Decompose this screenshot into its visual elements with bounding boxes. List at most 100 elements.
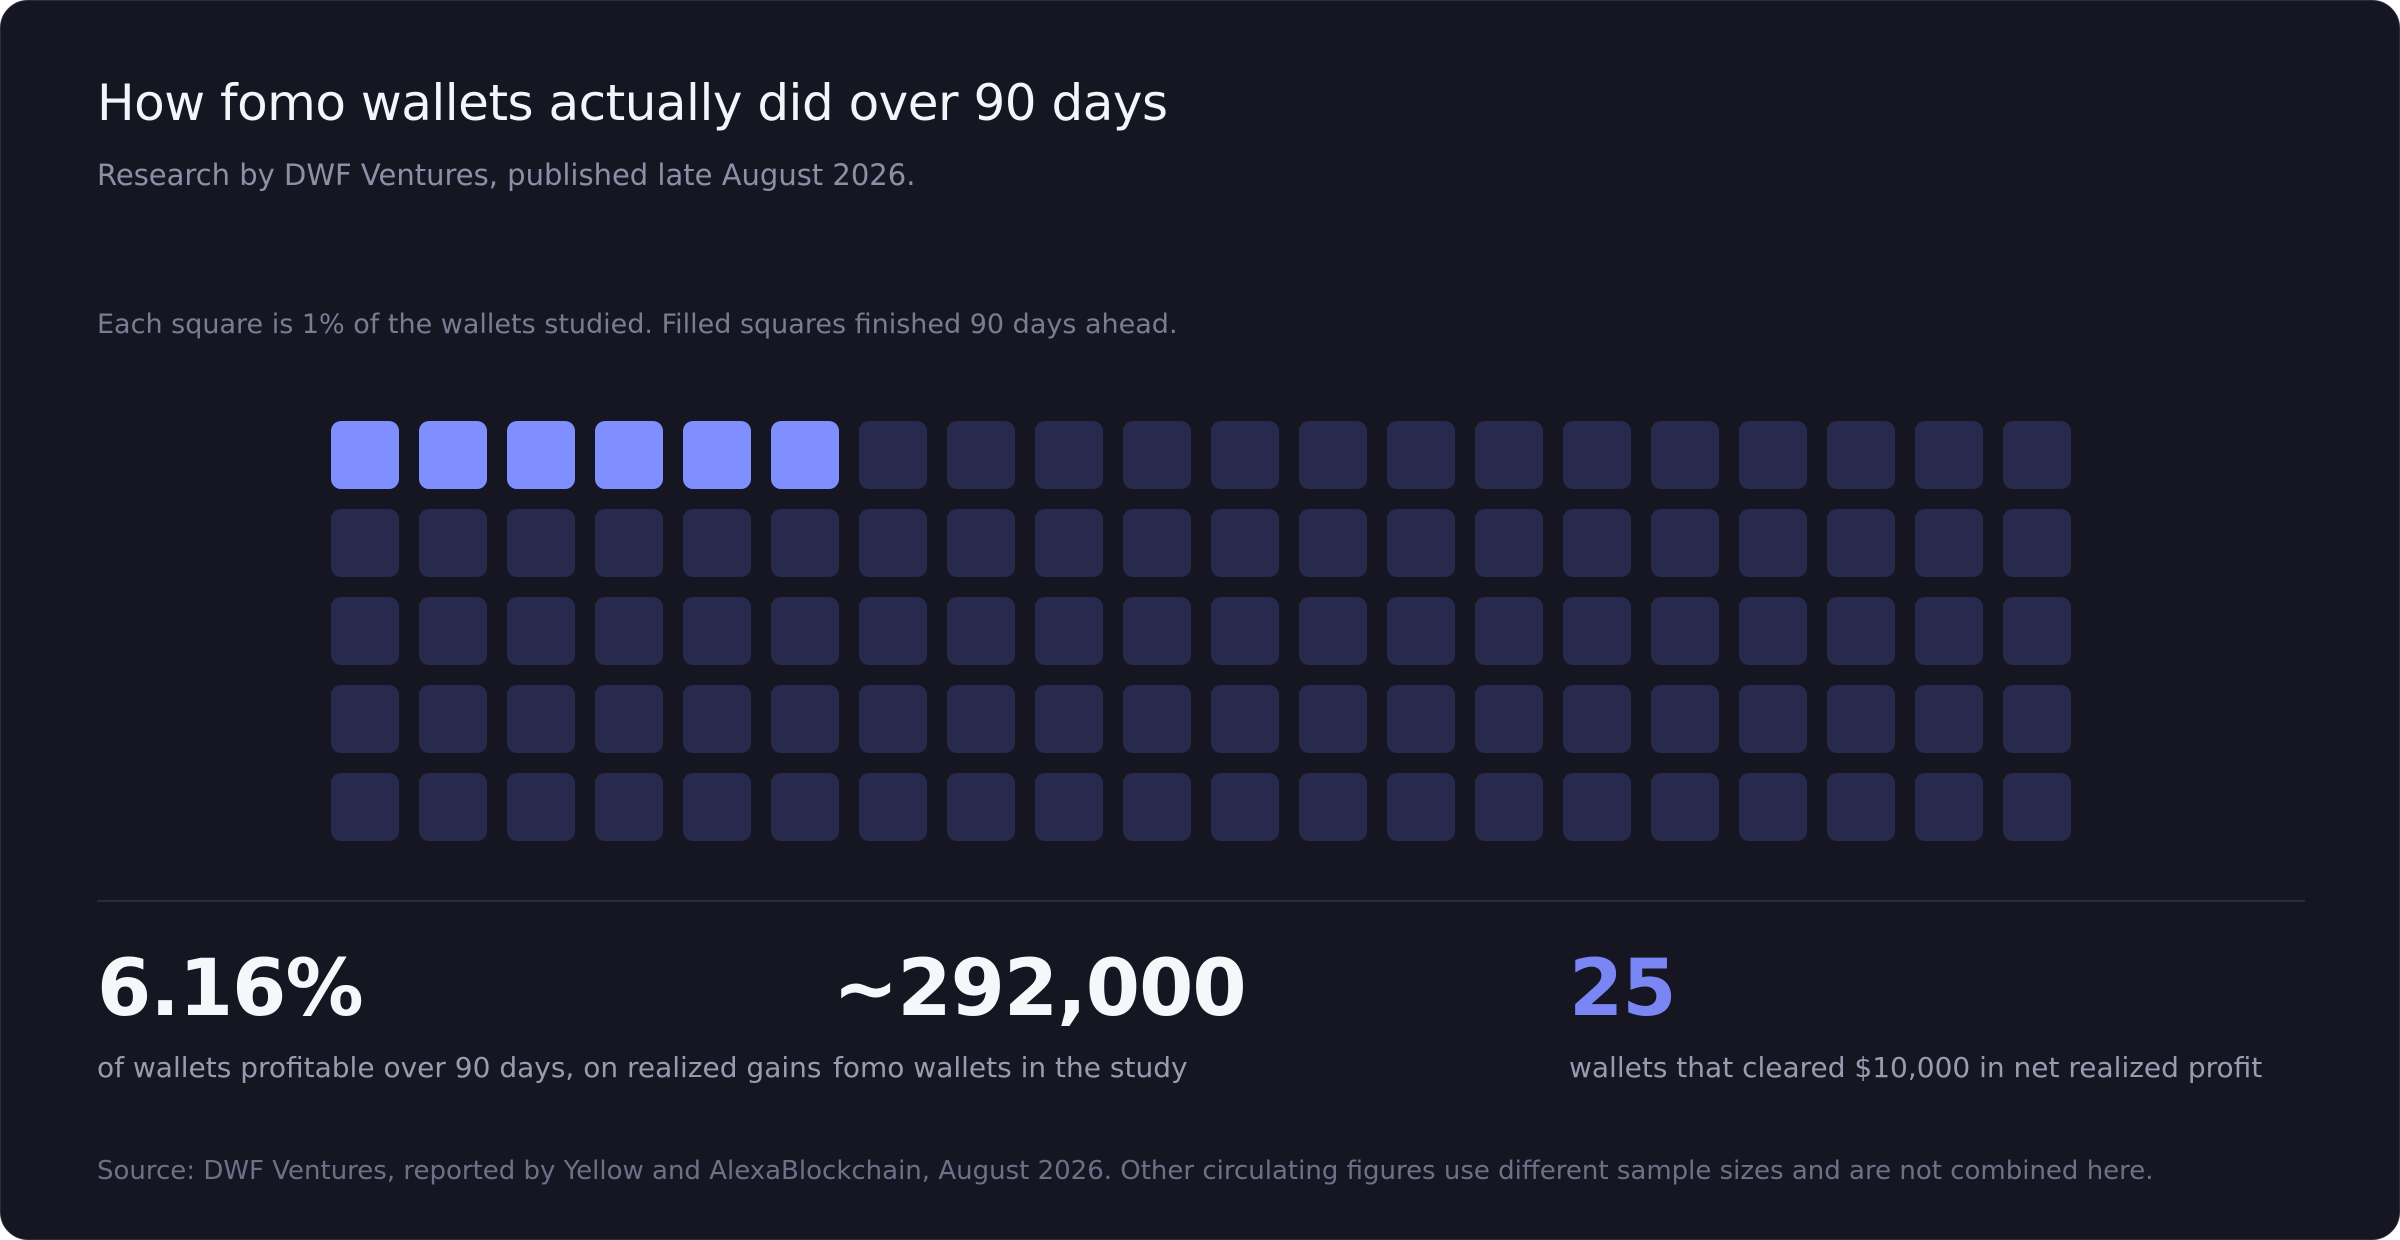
waffle-square-empty xyxy=(1915,421,1983,489)
waffle-square-empty xyxy=(1651,421,1719,489)
waffle-square-empty xyxy=(419,597,487,665)
waffle-square-empty xyxy=(1035,597,1103,665)
waffle-square-empty xyxy=(419,685,487,753)
waffle-square-empty xyxy=(507,509,575,577)
waffle-square-empty xyxy=(859,773,927,841)
waffle-square-empty xyxy=(947,421,1015,489)
waffle-square-filled xyxy=(507,421,575,489)
waffle-square-empty xyxy=(2003,421,2071,489)
waffle-square-empty xyxy=(1123,773,1191,841)
waffle-square-empty xyxy=(1123,421,1191,489)
waffle-square-empty xyxy=(1563,773,1631,841)
waffle-square-empty xyxy=(1915,685,1983,753)
waffle-square-empty xyxy=(2003,597,2071,665)
chart-note: Each square is 1% of the wallets studied… xyxy=(97,309,1178,340)
waffle-square-empty xyxy=(947,509,1015,577)
waffle-square-empty xyxy=(1827,773,1895,841)
page-title: How fomo wallets actually did over 90 da… xyxy=(97,74,1168,132)
waffle-square-empty xyxy=(507,685,575,753)
waffle-square-empty xyxy=(859,421,927,489)
waffle-square-empty xyxy=(1827,421,1895,489)
waffle-square-empty xyxy=(595,773,663,841)
waffle-square-empty xyxy=(1827,685,1895,753)
waffle-square-empty xyxy=(2003,773,2071,841)
waffle-square-empty xyxy=(1123,597,1191,665)
waffle-chart xyxy=(331,421,2071,841)
waffle-square-empty xyxy=(1739,509,1807,577)
waffle-square-empty xyxy=(1387,597,1455,665)
waffle-square-empty xyxy=(1915,597,1983,665)
waffle-square-empty xyxy=(1563,509,1631,577)
waffle-square-empty xyxy=(771,685,839,753)
waffle-square-empty xyxy=(1475,421,1543,489)
waffle-square-empty xyxy=(947,597,1015,665)
waffle-square-empty xyxy=(1387,421,1455,489)
waffle-square-empty xyxy=(771,509,839,577)
waffle-square-empty xyxy=(595,597,663,665)
waffle-square-filled xyxy=(331,421,399,489)
waffle-square-empty xyxy=(683,773,751,841)
waffle-square-empty xyxy=(1123,685,1191,753)
waffle-square-empty xyxy=(1299,773,1367,841)
waffle-square-empty xyxy=(1915,773,1983,841)
waffle-square-empty xyxy=(331,685,399,753)
waffle-square-empty xyxy=(331,597,399,665)
waffle-square-empty xyxy=(1827,509,1895,577)
waffle-square-empty xyxy=(683,685,751,753)
waffle-square-empty xyxy=(1035,685,1103,753)
waffle-square-empty xyxy=(1299,509,1367,577)
waffle-square-empty xyxy=(1651,773,1719,841)
waffle-square-empty xyxy=(1211,509,1279,577)
waffle-square-empty xyxy=(1211,773,1279,841)
waffle-square-empty xyxy=(947,685,1015,753)
stat-big-winners: 25 wallets that cleared $10,000 in net r… xyxy=(1569,941,2262,1084)
stat-label: wallets that cleared $10,000 in net real… xyxy=(1569,1051,2263,1084)
stat-value: 6.16% xyxy=(97,944,364,1034)
stat-wallet-count: ~292,000 fomo wallets in the study xyxy=(833,941,1247,1084)
waffle-square-empty xyxy=(771,773,839,841)
waffle-square-empty xyxy=(1739,597,1807,665)
page-subtitle: Research by DWF Ventures, published late… xyxy=(97,158,916,192)
waffle-square-empty xyxy=(507,773,575,841)
waffle-square-empty xyxy=(507,597,575,665)
divider xyxy=(97,900,2305,902)
waffle-square-empty xyxy=(331,509,399,577)
waffle-square-empty xyxy=(1563,421,1631,489)
waffle-square-empty xyxy=(595,509,663,577)
waffle-square-empty xyxy=(2003,509,2071,577)
stat-label: of wallets profitable over 90 days, on r… xyxy=(97,1051,822,1084)
waffle-square-empty xyxy=(859,509,927,577)
waffle-square-empty xyxy=(1299,421,1367,489)
source-note: Source: DWF Ventures, reported by Yellow… xyxy=(97,1156,2154,1186)
waffle-square-empty xyxy=(1035,421,1103,489)
waffle-square-empty xyxy=(1739,773,1807,841)
waffle-square-empty xyxy=(1387,685,1455,753)
waffle-square-empty xyxy=(1651,685,1719,753)
waffle-square-empty xyxy=(1827,597,1895,665)
waffle-square-empty xyxy=(683,509,751,577)
waffle-square-empty xyxy=(595,685,663,753)
waffle-square-empty xyxy=(1387,509,1455,577)
waffle-square-empty xyxy=(1035,509,1103,577)
waffle-square-filled xyxy=(683,421,751,489)
waffle-square-filled xyxy=(771,421,839,489)
waffle-square-empty xyxy=(771,597,839,665)
waffle-square-empty xyxy=(1739,421,1807,489)
waffle-square-empty xyxy=(1475,509,1543,577)
waffle-square-empty xyxy=(331,773,399,841)
waffle-square-empty xyxy=(1211,597,1279,665)
waffle-square-empty xyxy=(1651,597,1719,665)
waffle-square-empty xyxy=(1035,773,1103,841)
waffle-square-empty xyxy=(1299,685,1367,753)
waffle-square-empty xyxy=(1915,509,1983,577)
stat-label: fomo wallets in the study xyxy=(833,1051,1188,1084)
waffle-square-empty xyxy=(1651,509,1719,577)
waffle-square-empty xyxy=(419,509,487,577)
waffle-square-empty xyxy=(1211,685,1279,753)
waffle-square-empty xyxy=(1387,773,1455,841)
stat-profitable-share: 6.16% of wallets profitable over 90 days… xyxy=(97,941,821,1084)
waffle-square-empty xyxy=(419,773,487,841)
waffle-square-empty xyxy=(1123,509,1191,577)
waffle-square-empty xyxy=(1739,685,1807,753)
